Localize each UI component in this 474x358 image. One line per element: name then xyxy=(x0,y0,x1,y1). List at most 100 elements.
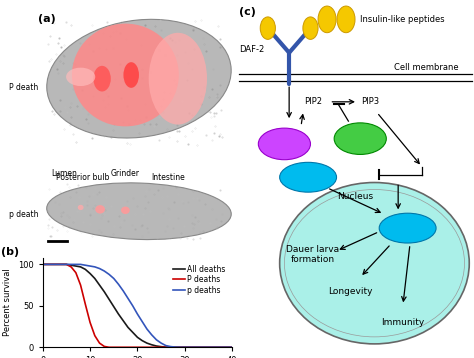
p deaths xyxy=(177,345,183,349)
p deaths xyxy=(92,265,98,269)
p deaths xyxy=(87,264,93,268)
P deaths xyxy=(163,345,169,349)
All deaths xyxy=(139,338,145,343)
All deaths xyxy=(54,262,60,267)
p deaths xyxy=(101,269,107,273)
Circle shape xyxy=(303,17,318,39)
P deaths xyxy=(54,262,60,267)
p deaths xyxy=(196,345,202,349)
P deaths xyxy=(125,345,131,349)
Ellipse shape xyxy=(379,213,436,243)
P deaths xyxy=(130,345,136,349)
P deaths xyxy=(45,262,50,267)
All deaths xyxy=(40,262,46,267)
p deaths xyxy=(144,327,150,331)
Ellipse shape xyxy=(280,162,337,192)
p deaths xyxy=(130,304,136,308)
p deaths xyxy=(54,262,60,267)
Ellipse shape xyxy=(149,33,207,125)
All deaths xyxy=(78,265,83,269)
P deaths xyxy=(201,345,207,349)
P deaths xyxy=(59,262,64,267)
Text: Longevity: Longevity xyxy=(328,287,373,296)
p deaths xyxy=(163,343,169,348)
P deaths xyxy=(182,345,188,349)
All deaths xyxy=(168,345,173,349)
All deaths xyxy=(125,325,131,329)
Text: Dauer larva
formation: Dauer larva formation xyxy=(286,245,339,264)
p deaths xyxy=(111,276,117,281)
P deaths xyxy=(135,345,140,349)
All deaths xyxy=(206,345,211,349)
p deaths xyxy=(201,345,207,349)
All deaths xyxy=(87,271,93,276)
Text: Grinder: Grinder xyxy=(111,169,140,178)
Text: Cell membrane: Cell membrane xyxy=(394,63,459,72)
Ellipse shape xyxy=(66,68,95,86)
All deaths xyxy=(111,305,117,309)
Text: AGE-1: AGE-1 xyxy=(269,139,300,149)
All deaths xyxy=(45,262,50,267)
All deaths xyxy=(187,345,192,349)
P deaths xyxy=(97,341,102,345)
All deaths xyxy=(191,345,197,349)
Line: All deaths: All deaths xyxy=(43,265,232,347)
Y-axis label: Percent survival: Percent survival xyxy=(3,268,12,337)
All deaths xyxy=(101,290,107,294)
P deaths xyxy=(158,345,164,349)
p deaths xyxy=(40,262,46,267)
P deaths xyxy=(139,345,145,349)
Text: DAF-16: DAF-16 xyxy=(290,173,327,182)
Text: Lumen: Lumen xyxy=(51,169,77,178)
Circle shape xyxy=(318,6,336,33)
p deaths xyxy=(139,319,145,324)
P deaths xyxy=(120,345,126,349)
P deaths xyxy=(149,345,155,349)
All deaths xyxy=(106,297,112,301)
p deaths xyxy=(45,262,50,267)
P deaths xyxy=(68,265,74,269)
P deaths xyxy=(173,345,178,349)
P deaths xyxy=(40,262,46,267)
P deaths xyxy=(144,345,150,349)
Text: Nucleus: Nucleus xyxy=(337,192,374,201)
p deaths xyxy=(49,262,55,267)
P deaths xyxy=(191,345,197,349)
p deaths xyxy=(59,262,64,267)
Text: Immunity: Immunity xyxy=(381,318,425,327)
P deaths xyxy=(49,262,55,267)
P deaths xyxy=(73,271,79,275)
p deaths xyxy=(149,333,155,337)
p deaths xyxy=(82,263,88,267)
p deaths xyxy=(191,345,197,349)
Text: p death: p death xyxy=(9,210,39,219)
All deaths xyxy=(92,276,98,281)
P deaths xyxy=(229,345,235,349)
All deaths xyxy=(59,262,64,267)
Line: P deaths: P deaths xyxy=(43,265,232,347)
All deaths xyxy=(49,262,55,267)
P deaths xyxy=(154,345,159,349)
Ellipse shape xyxy=(334,123,386,154)
Text: P death: P death xyxy=(9,83,39,92)
All deaths xyxy=(173,345,178,349)
P deaths xyxy=(87,320,93,325)
p deaths xyxy=(68,262,74,267)
Text: (b): (b) xyxy=(1,247,19,257)
Ellipse shape xyxy=(47,183,231,240)
All deaths xyxy=(68,263,74,267)
P deaths xyxy=(92,334,98,338)
p deaths xyxy=(229,345,235,349)
Circle shape xyxy=(260,17,275,39)
Text: (c): (c) xyxy=(239,7,256,17)
p deaths xyxy=(106,272,112,276)
Text: Insulin-like peptides: Insulin-like peptides xyxy=(360,15,445,24)
All deaths xyxy=(154,344,159,348)
Ellipse shape xyxy=(121,207,130,214)
p deaths xyxy=(173,345,178,349)
Ellipse shape xyxy=(95,205,105,214)
Text: PIP3: PIP3 xyxy=(361,97,379,106)
p deaths xyxy=(206,345,211,349)
All deaths xyxy=(116,312,121,316)
Ellipse shape xyxy=(78,205,83,210)
